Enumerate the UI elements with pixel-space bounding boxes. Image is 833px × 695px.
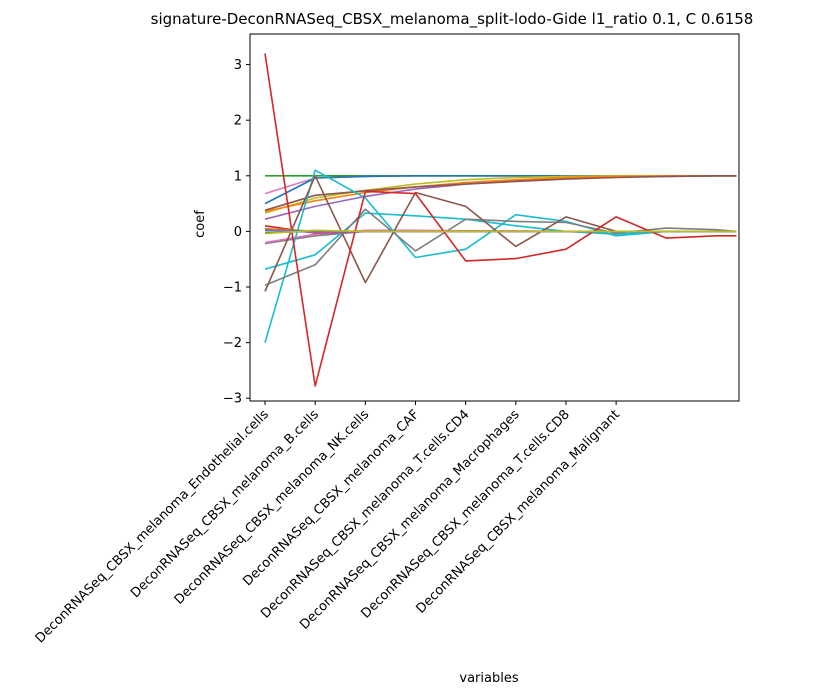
plot-frame <box>249 33 740 402</box>
x-axis: DeconRNASeq_CBSX_melanoma_Endothelial.ce… <box>33 401 623 646</box>
y-tick-label: 1 <box>234 169 242 184</box>
y-axis: −3 −2 −1 0 1 2 3 <box>223 58 250 407</box>
y-tick-label: 3 <box>234 58 242 73</box>
x-axis-label: variables <box>459 671 518 686</box>
y-tick-label: 0 <box>234 225 242 240</box>
series-line-7 <box>264 175 737 212</box>
chart-title: signature-DeconRNASeq_CBSX_melanoma_spli… <box>151 10 754 29</box>
y-tick-label: −2 <box>223 336 242 351</box>
y-tick-label: 2 <box>234 114 242 129</box>
y-axis-label: coef <box>193 210 208 238</box>
x-tick-label: DeconRNASeq_CBSX_melanoma_Endothelial.ce… <box>33 407 272 646</box>
plot-area <box>264 53 737 387</box>
y-tick-label: −1 <box>223 281 242 296</box>
x-tick-label: DeconRNASeq_CBSX_melanoma_CAF <box>240 407 422 589</box>
series-line-14 <box>264 53 737 387</box>
y-tick-label: −3 <box>223 392 242 407</box>
series-line-10 <box>264 169 737 343</box>
series-line-12 <box>264 208 737 287</box>
x-tick-label: DeconRNASeq_CBSX_melanoma_B.cells <box>128 407 322 601</box>
series-line-20 <box>264 229 737 235</box>
